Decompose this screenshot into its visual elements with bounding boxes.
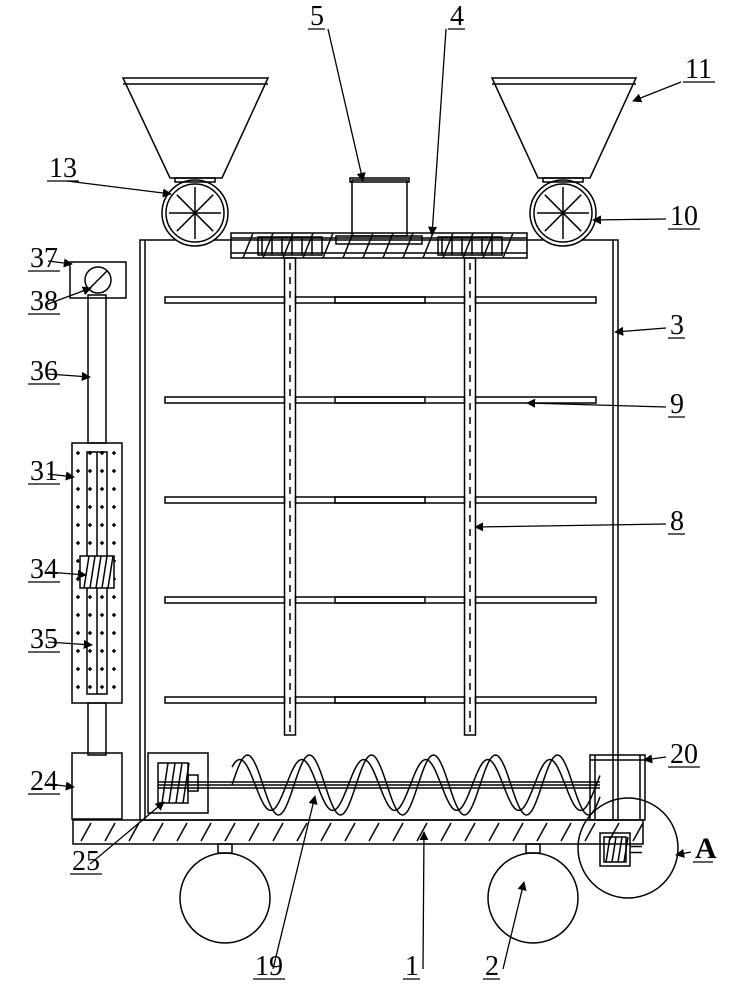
callout-label-9: 9: [670, 389, 684, 420]
callout-label-31: 31: [30, 456, 58, 487]
callout-label-2: 2: [485, 951, 499, 982]
callout-label-37: 37: [30, 243, 58, 274]
callout-label-A: A: [695, 832, 717, 865]
callout-label-25: 25: [72, 846, 100, 877]
callout-label-13: 13: [49, 153, 77, 184]
callout-label-8: 8: [670, 506, 684, 537]
callout-label-35: 35: [30, 624, 58, 655]
engineering-diagram: 123458910111319202425313435363738A: [0, 0, 740, 1000]
callout-label-38: 38: [30, 286, 58, 317]
callout-label-3: 3: [670, 310, 684, 341]
callout-label-1: 1: [405, 951, 419, 982]
callout-label-4: 4: [450, 1, 464, 32]
callout-label-34: 34: [30, 554, 58, 585]
callout-label-19: 19: [255, 951, 283, 982]
callout-label-5: 5: [310, 1, 324, 32]
callout-label-24: 24: [30, 766, 58, 797]
callout-label-11: 11: [685, 54, 712, 85]
callout-label-20: 20: [670, 739, 698, 770]
callout-label-36: 36: [30, 356, 58, 387]
callout-label-10: 10: [670, 201, 698, 232]
diagram-container: { "canvas": { "width": 740, "height": 10…: [0, 0, 740, 1000]
